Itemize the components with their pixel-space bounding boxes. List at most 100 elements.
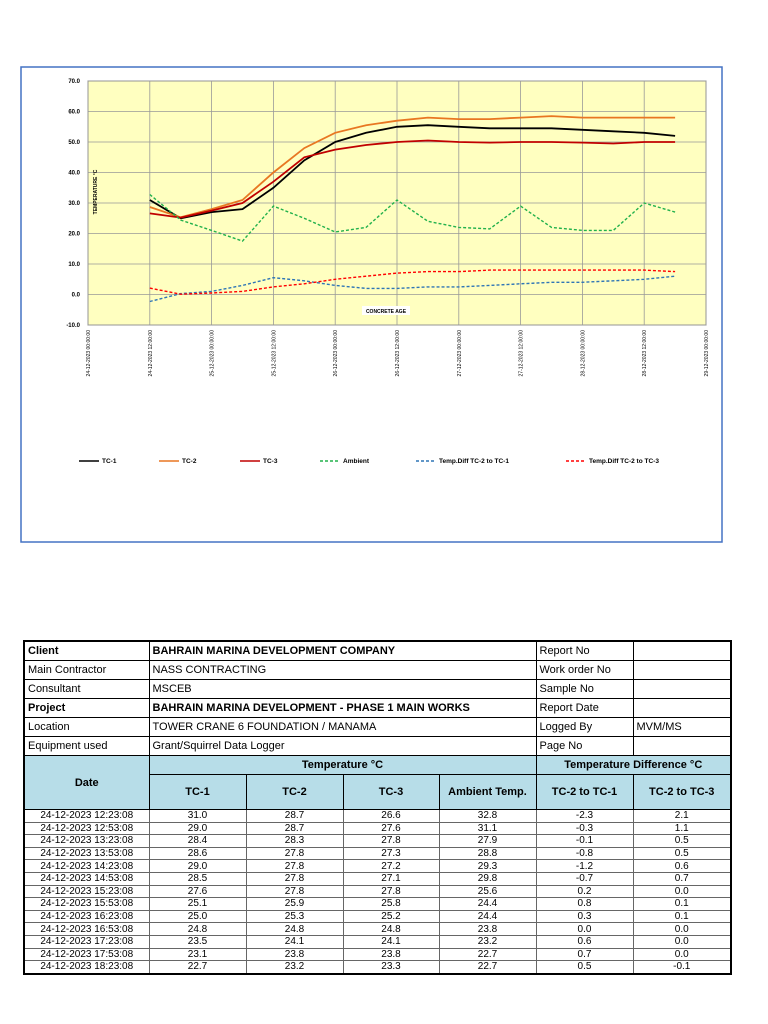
data-cell: 25.6 (438, 884, 537, 899)
data-cell: 24.4 (438, 897, 537, 911)
info-label: Client (23, 640, 150, 661)
data-cell: 23.1 (148, 947, 247, 962)
info-label: Location (23, 717, 150, 737)
data-cell: 0.0 (632, 934, 732, 949)
data-cell: 27.8 (245, 871, 344, 886)
info-value (632, 698, 732, 718)
series-line (149, 124, 676, 220)
info-value (632, 660, 732, 680)
legend-label: TC-1 (102, 458, 117, 465)
info-label: Logged By (535, 717, 634, 737)
data-cell: 28.7 (245, 821, 344, 836)
data-cell: 23.2 (245, 960, 344, 975)
data-row: 24-12-2023 14:23:08 29.0 27.8 27.2 29.3 -1.2 0… (23, 859, 732, 873)
data-cell: 0.0 (632, 884, 732, 899)
data-cell: 24-12-2023 15:23:08 (23, 884, 150, 899)
data-cell: -2.3 (535, 809, 634, 823)
data-cell: 27.8 (342, 884, 440, 899)
data-cell: 23.8 (342, 947, 440, 962)
column-header: TC-2 (245, 774, 344, 810)
data-cell: 22.7 (438, 960, 537, 975)
data-cell: 0.3 (535, 909, 634, 924)
data-cell: 0.0 (535, 922, 634, 936)
y-tick-label: 10.0 (68, 262, 80, 268)
data-cell: 28.6 (148, 846, 247, 861)
data-cell: 0.1 (632, 909, 732, 924)
info-label: Report No (535, 640, 634, 661)
data-cell: 28.5 (148, 871, 247, 886)
x-tick-label: 27-12-2023 12:00:00 (519, 330, 525, 377)
data-cell: 27.8 (342, 834, 440, 848)
x-tick-label: 28-12-2023 00:00:00 (580, 330, 586, 377)
data-cell: 25.9 (245, 897, 344, 911)
info-value: NASS CONTRACTING (148, 660, 537, 680)
data-cell: 0.0 (632, 922, 732, 936)
data-row: 24-12-2023 15:23:08 27.6 27.8 27.8 25.6 0.2 0.… (23, 884, 732, 899)
data-cell: 0.2 (535, 884, 634, 899)
data-cell: 27.6 (148, 884, 247, 899)
data-cell: 24-12-2023 14:53:08 (23, 871, 150, 886)
data-cell: 25.1 (148, 897, 247, 911)
data-cell: 23.8 (245, 947, 344, 962)
data-cell: 29.0 (148, 821, 247, 836)
data-cell: 24-12-2023 14:23:08 (23, 859, 150, 873)
data-row: 24-12-2023 17:23:08 23.5 24.1 24.1 23.2 0.6 0.… (23, 934, 732, 949)
y-axis-title: TEMPERATURE °C (93, 169, 99, 214)
data-cell: 23.8 (438, 922, 537, 936)
info-value: MSCEB (148, 679, 537, 699)
data-cell: 24.1 (342, 934, 440, 949)
column-header: TC-2 to TC-1 (535, 774, 634, 810)
data-cell: 27.8 (245, 846, 344, 861)
legend-label: Ambient (343, 458, 370, 465)
data-cell: 25.3 (245, 909, 344, 924)
data-cell: 29.8 (438, 871, 537, 886)
data-cell: 28.4 (148, 834, 247, 848)
y-tick-label: 60.0 (68, 110, 80, 116)
x-tick-label: 25-12-2023 12:00:00 (271, 330, 277, 377)
data-cell: 27.2 (342, 859, 440, 873)
info-row: Consultant MSCEB Sample No (23, 679, 732, 699)
data-row: 24-12-2023 12:23:08 31.0 28.7 26.6 32.8 -2.3 2… (23, 809, 732, 823)
y-tick-label: -10.0 (66, 323, 80, 329)
group-header: Temperature Difference °C (535, 755, 732, 775)
legend-label: Temp.Diff TC-2 to TC-3 (589, 458, 659, 465)
group-header: Temperature °C (148, 755, 537, 775)
x-tick-label: 26-12-2023 12:00:00 (395, 330, 401, 377)
y-tick-label: 0.0 (72, 293, 81, 299)
data-cell: 0.0 (632, 947, 732, 962)
data-cell: 28.3 (245, 834, 344, 848)
data-cell: 29.3 (438, 859, 537, 873)
data-cell: 31.0 (148, 809, 247, 823)
data-cell: 24-12-2023 17:23:08 (23, 934, 150, 949)
series-line (149, 115, 676, 219)
data-row: 24-12-2023 16:23:08 25.0 25.3 25.2 24.4 0.3 0.… (23, 909, 732, 924)
x-tick-label: 24-12-2023 00:00:00 (86, 330, 92, 377)
info-label: Equipment used (23, 736, 150, 756)
data-cell: -0.8 (535, 846, 634, 861)
data-cell: 0.5 (535, 960, 634, 975)
data-cell: 24-12-2023 16:23:08 (23, 909, 150, 924)
data-cell: -0.7 (535, 871, 634, 886)
data-cell: 24.1 (245, 934, 344, 949)
chart: -10.0 0.0 10.0 20.0 30.0 40.0 50.0 60.0 70.0 24-1… (20, 66, 723, 543)
data-cell: 1.1 (632, 821, 732, 836)
data-cell: 27.8 (245, 884, 344, 899)
data-cell: 23.5 (148, 934, 247, 949)
report-table: Client BAHRAIN MARINA DEVELOPMENT COMPANY… (23, 640, 732, 975)
data-cell: 24-12-2023 12:23:08 (23, 809, 150, 823)
data-cell: 24.8 (148, 922, 247, 936)
column-header: TC-3 (342, 774, 440, 810)
info-row: Equipment used Grant/Squirrel Data Logger… (23, 736, 732, 756)
column-header: TC-2 to TC-3 (632, 774, 732, 810)
data-cell: 24-12-2023 17:53:08 (23, 947, 150, 962)
data-cell: 0.5 (632, 846, 732, 861)
x-axis-title-bg (362, 306, 410, 315)
info-value: TOWER CRANE 6 FOUNDATION / MANAMA (148, 717, 537, 737)
data-cell: 25.8 (342, 897, 440, 911)
info-value (632, 640, 732, 661)
legend-label: TC-3 (263, 458, 278, 465)
info-row: Main Contractor NASS CONTRACTING Work orde… (23, 660, 732, 680)
legend-label: TC-2 (182, 458, 197, 465)
date-header: Date (23, 755, 150, 810)
data-cell: 0.5 (632, 834, 732, 848)
